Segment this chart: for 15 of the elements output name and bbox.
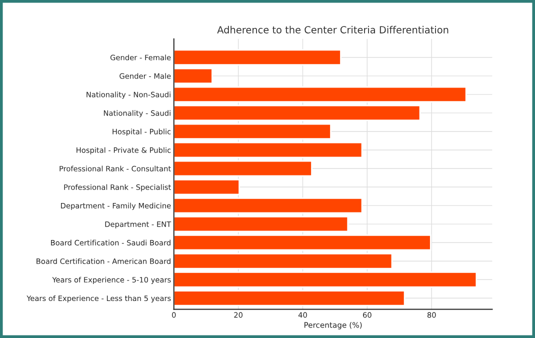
chart-title: Adherence to the Center Criteria Differentiation [217,26,448,34]
bar [174,234,432,251]
bar [174,49,342,66]
bar [174,123,332,140]
bar [174,197,363,214]
bar [174,272,478,288]
bar [174,216,349,232]
bar [174,253,393,270]
bar [174,68,213,84]
bar [174,178,240,196]
bar [174,290,406,306]
bar [174,86,467,103]
bar [174,104,421,122]
bar [174,160,312,177]
bar [174,142,363,158]
